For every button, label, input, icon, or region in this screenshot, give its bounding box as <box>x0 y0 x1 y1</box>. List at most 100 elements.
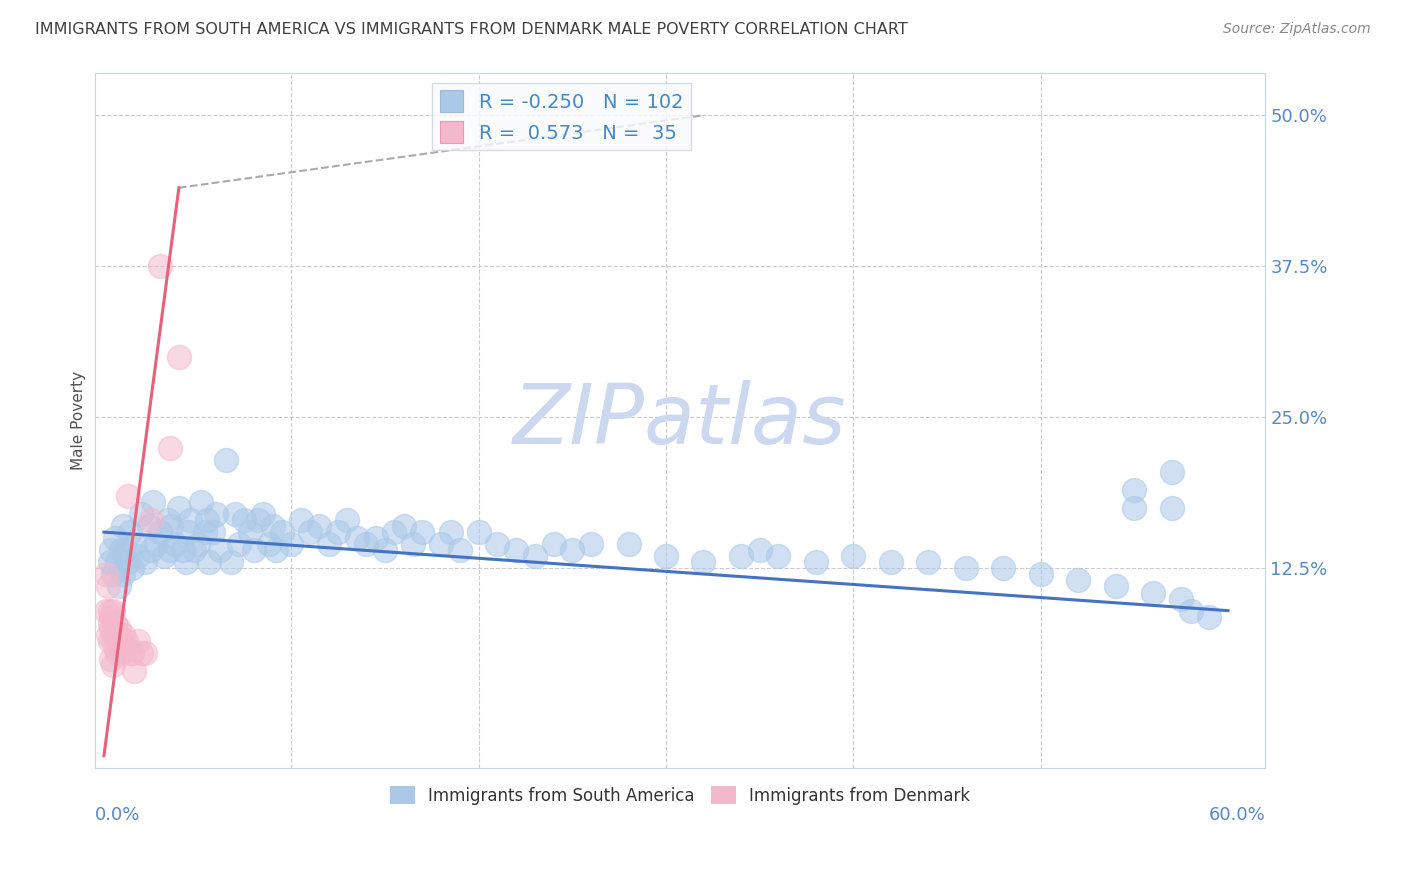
Point <box>308 519 330 533</box>
Point <box>194 525 217 540</box>
Point <box>160 519 183 533</box>
Point <box>842 549 865 564</box>
Point <box>257 537 280 551</box>
Point <box>108 622 131 636</box>
Point <box>266 543 288 558</box>
Point <box>114 640 136 654</box>
Point <box>153 549 176 564</box>
Point <box>111 628 134 642</box>
Point <box>955 561 977 575</box>
Point <box>104 531 127 545</box>
Point <box>190 495 212 509</box>
Point <box>100 652 122 666</box>
Point <box>100 543 122 558</box>
Point <box>215 452 238 467</box>
Point <box>692 555 714 569</box>
Point <box>382 525 405 540</box>
Point <box>364 531 387 545</box>
Text: Source: ZipAtlas.com: Source: ZipAtlas.com <box>1223 22 1371 37</box>
Point <box>201 525 224 540</box>
Point <box>121 561 143 575</box>
Point <box>1123 500 1146 515</box>
Point <box>1160 465 1182 479</box>
Point <box>271 525 294 540</box>
Point <box>402 537 425 551</box>
Point <box>97 628 120 642</box>
Point <box>280 537 302 551</box>
Point <box>179 513 201 527</box>
Point <box>117 555 139 569</box>
Point <box>165 537 187 551</box>
Point <box>1123 483 1146 497</box>
Point <box>108 579 131 593</box>
Point <box>523 549 546 564</box>
Point <box>617 537 640 551</box>
Point <box>449 543 471 558</box>
Point <box>880 555 903 569</box>
Point <box>103 567 125 582</box>
Point <box>467 525 489 540</box>
Point <box>233 513 256 527</box>
Point <box>326 525 349 540</box>
Point <box>172 543 194 558</box>
Point <box>1180 604 1202 618</box>
Point <box>243 543 266 558</box>
Point <box>374 543 396 558</box>
Point <box>183 543 205 558</box>
Point <box>246 513 269 527</box>
Point <box>1198 609 1220 624</box>
Point <box>110 543 132 558</box>
Point <box>105 555 128 569</box>
Point <box>1170 591 1192 606</box>
Point <box>187 537 209 551</box>
Point <box>103 658 125 673</box>
Point <box>104 640 127 654</box>
Point <box>97 579 120 593</box>
Point <box>228 537 250 551</box>
Point <box>177 525 200 540</box>
Point <box>486 537 509 551</box>
Point <box>167 350 190 364</box>
Point <box>748 543 770 558</box>
Point <box>142 495 165 509</box>
Point <box>262 519 284 533</box>
Point <box>1029 567 1052 582</box>
Point <box>159 441 181 455</box>
Point <box>655 549 678 564</box>
Point <box>430 537 453 551</box>
Point <box>134 555 156 569</box>
Point <box>110 633 132 648</box>
Point <box>94 567 117 582</box>
Point <box>1067 574 1090 588</box>
Point <box>94 604 117 618</box>
Point <box>392 519 415 533</box>
Point <box>131 507 153 521</box>
Point <box>115 543 138 558</box>
Point <box>103 604 125 618</box>
Point <box>993 561 1015 575</box>
Point <box>100 622 122 636</box>
Point <box>117 489 139 503</box>
Point <box>98 615 121 630</box>
Point <box>103 628 125 642</box>
Point <box>579 537 602 551</box>
Point <box>1142 585 1164 599</box>
Point <box>804 555 827 569</box>
Point <box>159 543 181 558</box>
Point <box>252 507 274 521</box>
Point <box>1104 579 1126 593</box>
Point <box>105 628 128 642</box>
Point <box>149 260 172 274</box>
Point <box>543 537 565 551</box>
Y-axis label: Male Poverty: Male Poverty <box>72 371 86 470</box>
Point <box>176 555 198 569</box>
Point <box>354 537 377 551</box>
Point <box>98 633 121 648</box>
Text: 60.0%: 60.0% <box>1209 805 1265 824</box>
Point <box>131 646 153 660</box>
Point <box>505 543 527 558</box>
Point <box>156 513 179 527</box>
Point <box>120 525 142 540</box>
Point <box>205 507 228 521</box>
Point <box>115 633 138 648</box>
